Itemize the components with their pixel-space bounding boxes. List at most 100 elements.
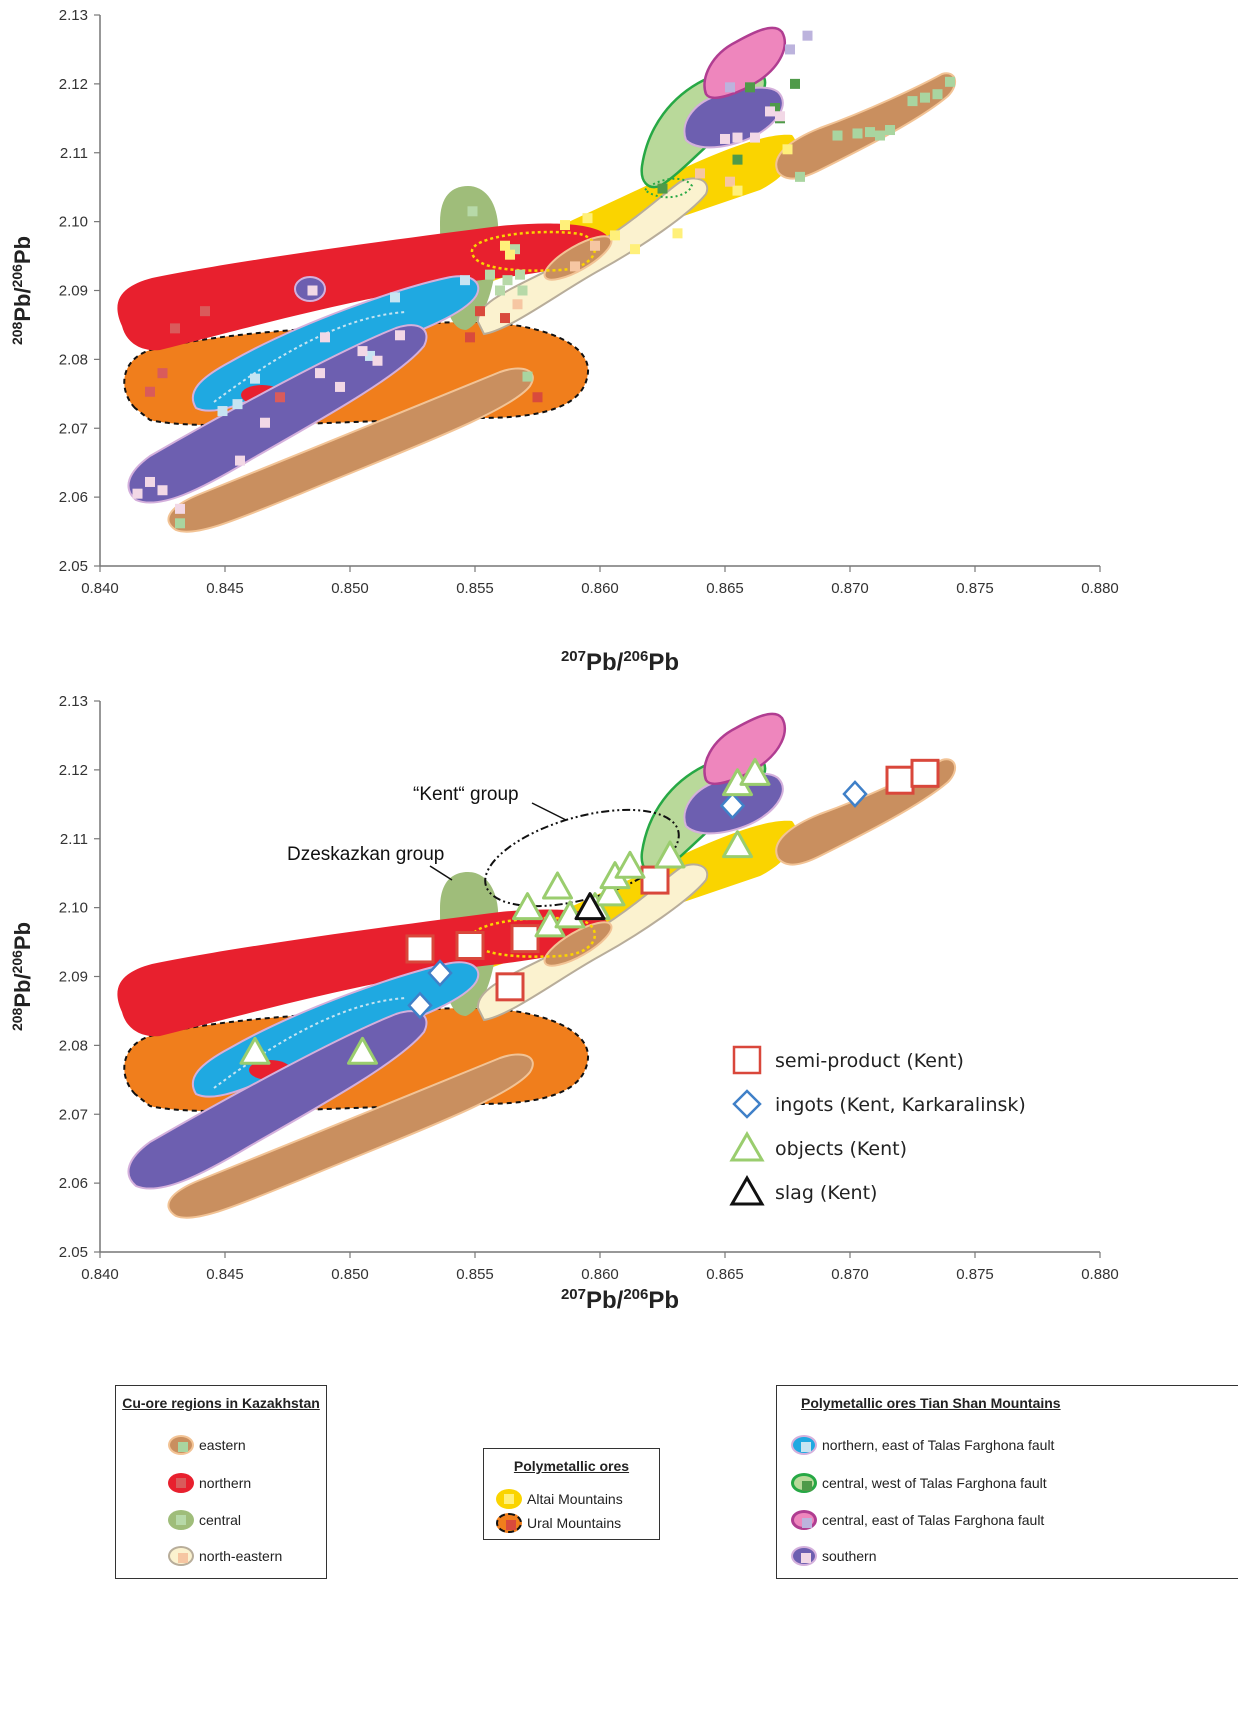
legend-ts-item-northern: northern, east of Talas Farghona fault	[791, 1433, 1054, 1457]
y-tick-label: 2.09	[59, 969, 88, 986]
data-point-objects	[347, 1036, 378, 1065]
data-point-ts-central-east	[802, 30, 813, 41]
data-point-ural	[475, 306, 485, 317]
data-point-eastern	[920, 92, 930, 103]
dzeskazkan-leader-line	[429, 865, 453, 881]
y-tick-label: 2.13	[59, 693, 88, 710]
legend-polymetallic-title: Polymetallic ores	[513, 1458, 630, 1474]
y-tick-label: 2.09	[59, 283, 88, 300]
data-point-eastern	[852, 128, 863, 139]
data-point-northern	[275, 392, 285, 403]
axes-panel-1: 0.840 0.845 0.850 0.855 0.860 0.865 0.870 0.875…	[9, 7, 1119, 676]
x-tick-label: 0.875	[956, 580, 994, 597]
y-axis-label: 208Pb/206Pb	[9, 236, 35, 345]
legend-poly-item-altai: Altai Mountains	[496, 1487, 623, 1511]
data-point-altai	[505, 249, 515, 260]
legend-polymetallic-box: Polymetallic ores Altai Mountains Ural M…	[483, 1448, 660, 1540]
data-point-eastern	[865, 127, 875, 138]
legend-cu-label: north-eastern	[199, 1548, 283, 1564]
y-tick-label: 2.12	[59, 762, 88, 779]
data-point-ts-central-west	[745, 82, 755, 93]
y-tick-label: 2.12	[59, 76, 88, 93]
data-point-ts-southern	[765, 106, 775, 117]
marks-panel-1	[132, 30, 955, 529]
legend-cu-label: eastern	[199, 1437, 246, 1453]
data-point-ts-northern	[232, 399, 243, 410]
data-point-ingots	[407, 991, 433, 1020]
data-point-objects	[239, 1036, 271, 1065]
ural-swatch-icon	[496, 1513, 522, 1533]
x-tick-label: 0.875	[956, 1266, 994, 1283]
data-point-central	[510, 244, 520, 255]
x-tick-label: 0.840	[81, 580, 119, 597]
data-point-central	[485, 269, 495, 280]
data-point-north-eastern	[570, 261, 580, 272]
x-tick-label: 0.865	[706, 580, 744, 597]
data-point-semi-product	[640, 865, 670, 895]
data-point-ts-southern	[320, 332, 330, 343]
data-point-ural	[532, 392, 543, 403]
legend-poly-item-ural: Ural Mountains	[496, 1511, 621, 1535]
legend-label: slag (Kent)	[775, 1182, 877, 1204]
marks-panel-2	[239, 757, 940, 1065]
region-shapes-top	[117, 26, 957, 533]
data-point-eastern	[832, 130, 843, 141]
data-point-altai	[672, 228, 683, 239]
data-point-ts-northern	[217, 406, 228, 417]
x-tick-label: 0.870	[831, 580, 869, 597]
y-tick-label: 2.06	[59, 1175, 88, 1192]
y-tick-label: 2.08	[59, 351, 88, 368]
y-tick-label: 2.10	[59, 900, 88, 917]
data-point-ts-southern	[750, 132, 760, 143]
legend-label: ingots (Kent, Karkaralinsk)	[775, 1094, 1026, 1116]
legend-ts-item-central-east: central, east of Talas Farghona fault	[791, 1508, 1044, 1532]
x-axis-label: 207Pb/206Pb	[561, 1286, 679, 1314]
data-point-objects	[614, 850, 646, 879]
data-point-eastern	[795, 171, 805, 182]
legend-tian-shan-box: Polymetallic ores Tian Shan Mountains no…	[776, 1385, 1238, 1579]
axes-panel-2: 0.840 0.845 0.850 0.855 0.860 0.865 0.870 0.875…	[9, 693, 1119, 1314]
data-point-north-eastern	[590, 240, 600, 251]
region-eastern-high	[775, 72, 957, 180]
x-tick-label: 0.845	[206, 1266, 244, 1283]
data-point-ts-central-west	[732, 154, 743, 165]
region-tsw-dotted	[643, 177, 694, 199]
data-point-objects	[594, 878, 626, 907]
y-tick-label: 2.11	[60, 831, 88, 848]
data-point-ts-northern	[250, 373, 260, 384]
kent-leader-line	[531, 802, 567, 821]
x-tick-label: 0.870	[831, 1266, 869, 1283]
north-eastern-swatch-icon	[168, 1546, 194, 1566]
ts-northern-swatch-icon	[791, 1435, 817, 1455]
y-tick-label: 2.07	[59, 1106, 88, 1123]
y-tick-label: 2.06	[59, 489, 88, 506]
x-tick-label: 0.860	[581, 1266, 619, 1283]
data-point-eastern	[907, 96, 918, 107]
y-tick-label: 2.08	[59, 1037, 88, 1054]
x-tick-label: 0.840	[81, 1266, 119, 1283]
legend-ts-label: central, east of Talas Farghona fault	[822, 1512, 1045, 1528]
data-point-northern	[145, 386, 155, 397]
data-point-ts-southern	[307, 285, 318, 296]
data-point-ts-northern	[460, 275, 470, 286]
data-point-ts-southern	[775, 111, 785, 122]
data-point-north-eastern	[725, 176, 735, 187]
data-point-ts-southern	[145, 476, 155, 487]
data-point-eastern	[875, 130, 885, 141]
legend-tian-shan-title: Polymetallic ores Tian Shan Mountains	[801, 1395, 1061, 1411]
data-point-eastern	[932, 89, 943, 100]
data-point-ts-central-east	[785, 44, 795, 55]
data-point-ts-southern	[335, 381, 345, 392]
x-tick-label: 0.855	[456, 1266, 494, 1283]
data-point-altai	[500, 240, 510, 251]
legend-ts-item-southern: southern	[791, 1544, 876, 1568]
x-tick-label: 0.845	[206, 580, 244, 597]
data-point-ts-southern	[157, 485, 168, 496]
legend-label: objects (Kent)	[775, 1138, 907, 1160]
data-point-central	[517, 285, 528, 296]
legend-cu-label: central	[199, 1512, 242, 1528]
altai-swatch-icon	[496, 1489, 522, 1509]
ts-central-west-swatch-icon	[791, 1473, 817, 1493]
data-point-altai	[782, 144, 793, 155]
data-point-ts-northern	[390, 292, 400, 303]
